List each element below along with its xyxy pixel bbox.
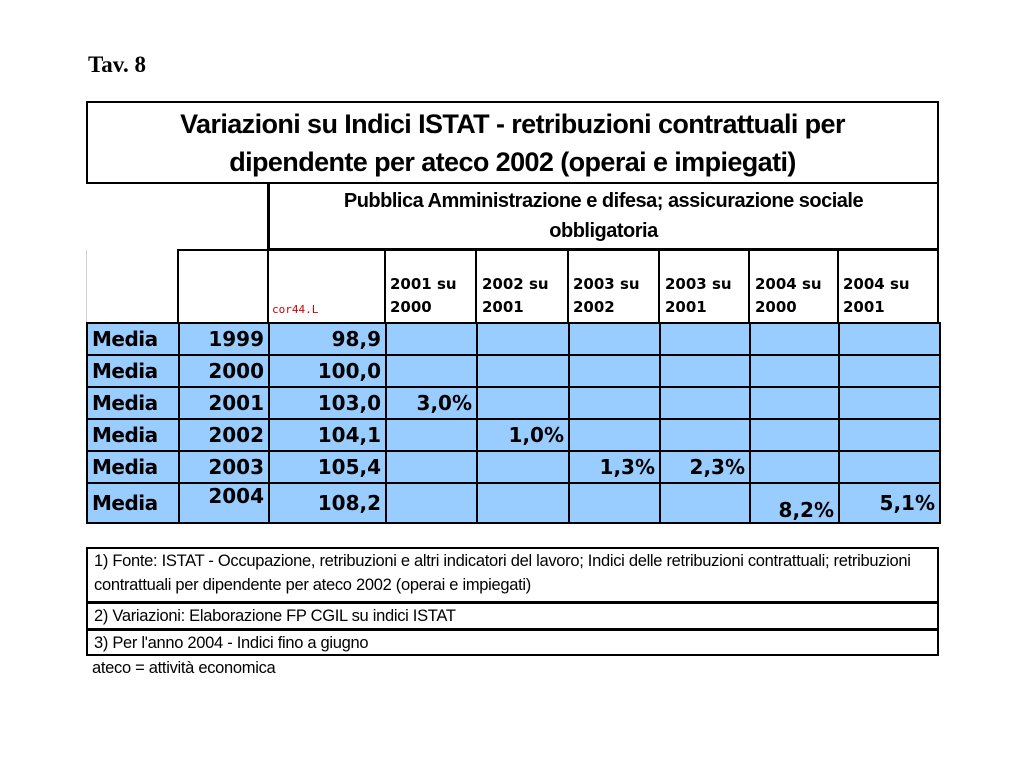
variation-cell (659, 322, 751, 356)
variation-cell (568, 418, 661, 452)
method-note: 2) Variazioni: Elaborazione FP CGIL su i… (86, 602, 939, 630)
row-year: 2003 (178, 450, 270, 484)
table-row: Media 2002 104,1 1,0% (86, 418, 941, 452)
variation-cell (568, 482, 661, 524)
table-title: Variazioni su Indici ISTAT - retribuzion… (86, 101, 939, 184)
variation-cell (749, 418, 840, 452)
row-label: Media (86, 354, 180, 388)
variation-cell (476, 322, 570, 356)
index-value: 98,9 (268, 322, 387, 356)
column-header: 2002 su 2001 (482, 275, 549, 316)
table-row: Media 2001 103,0 3,0% (86, 386, 941, 420)
variation-cell: 2,3% (659, 450, 751, 484)
variation-cell: 5,1% (838, 482, 941, 524)
index-value: 108,2 (268, 482, 387, 524)
variation-cell (659, 418, 751, 452)
header-divider (384, 249, 386, 322)
source-note: 1) Fonte: ISTAT - Occupazione, retribuzi… (86, 547, 939, 603)
variation-cell (659, 354, 751, 388)
row-year: 2001 (178, 386, 270, 420)
variation-cell (838, 386, 941, 420)
index-value: 104,1 (268, 418, 387, 452)
header-divider (567, 249, 569, 322)
row-label: Media (86, 482, 180, 524)
table-number: Tav. 8 (88, 52, 146, 77)
column-header: 2003 su 2002 (573, 275, 640, 316)
variation-cell (749, 322, 840, 356)
variation-cell (659, 386, 751, 420)
variation-cell (385, 418, 478, 452)
variation-cell (838, 418, 941, 452)
table-row: Media 2003 105,4 1,3% 2,3% (86, 450, 941, 484)
ateco-definition: ateco = attività economica (92, 659, 276, 677)
variation-cell (385, 482, 478, 524)
row-label: Media (86, 418, 180, 452)
variation-cell (385, 354, 478, 388)
variation-cell (568, 354, 661, 388)
data-table: Media 1999 98,9 Media 2000 100,0 Media 2… (86, 322, 941, 524)
column-header: 2004 su 2001 (843, 275, 910, 316)
variation-cell (659, 482, 751, 524)
header-divider (658, 249, 660, 322)
variation-cell (385, 450, 478, 484)
column-header: 2003 su 2001 (665, 275, 732, 316)
row-label: Media (86, 322, 180, 356)
table-title-text: Variazioni su Indici ISTAT - retribuzion… (180, 108, 845, 177)
variation-cell (476, 354, 570, 388)
index-value: 105,4 (268, 450, 387, 484)
section-header: Pubblica Amministrazione e difesa; assic… (268, 183, 939, 250)
index-value: 100,0 (268, 354, 387, 388)
variation-cell (838, 354, 941, 388)
row-label: Media (86, 450, 180, 484)
variation-cell (749, 450, 840, 484)
header-top-line (177, 249, 939, 251)
variation-cell: 1,0% (476, 418, 570, 452)
header-divider (475, 249, 477, 322)
period-note: 3) Per l'anno 2004 - Indici fino a giugn… (86, 629, 939, 656)
variation-cell (838, 322, 941, 356)
grid-line (86, 250, 87, 322)
header-divider (748, 249, 750, 322)
variation-cell (568, 322, 661, 356)
variation-cell (385, 322, 478, 356)
row-year: 2002 (178, 418, 270, 452)
variation-cell (476, 482, 570, 524)
variation-cell (749, 354, 840, 388)
row-label: Media (86, 386, 180, 420)
variation-cell: 1,3% (568, 450, 661, 484)
header-divider (267, 183, 269, 322)
variation-cell (476, 450, 570, 484)
section-header-text: Pubblica Amministrazione e difesa; assic… (343, 189, 864, 242)
variation-cell: 8,2% (749, 482, 840, 524)
variation-cell (476, 386, 570, 420)
row-year: 2004 (178, 482, 270, 524)
header-divider (937, 249, 939, 322)
column-header: 2001 su 2000 (390, 275, 457, 316)
column-header: 2004 su 2000 (755, 275, 822, 316)
variation-cell (568, 386, 661, 420)
variation-cell: 3,0% (385, 386, 478, 420)
header-divider (177, 249, 179, 322)
variation-cell (838, 450, 941, 484)
row-year: 1999 (178, 322, 270, 356)
index-value: 103,0 (268, 386, 387, 420)
index-code: cor44.L (272, 303, 319, 316)
variation-cell (749, 386, 840, 420)
header-divider (837, 249, 839, 322)
table-row: Media 2004 108,2 8,2% 5,1% (86, 482, 941, 524)
row-year: 2000 (178, 354, 270, 388)
table-row: Media 2000 100,0 (86, 354, 941, 388)
table-row: Media 1999 98,9 (86, 322, 941, 356)
